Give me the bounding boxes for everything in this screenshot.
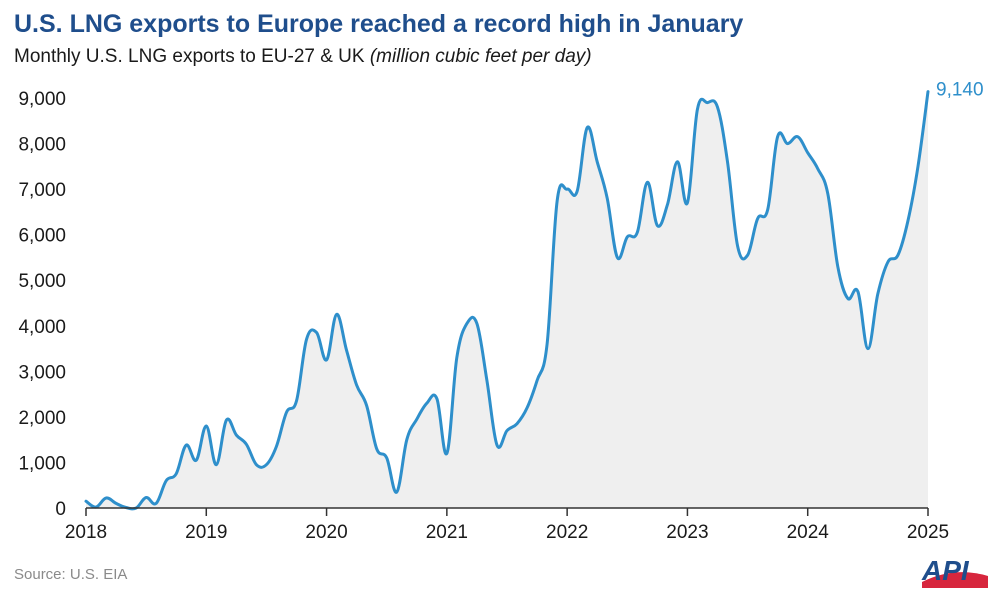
- y-axis: 0 1,000 2,000 3,000 4,000 5,000 6,000 7,000 8,00…: [18, 89, 66, 520]
- x-tick-label: 2021: [426, 522, 468, 543]
- x-axis: 2018 2019 2020 2021 2022 2023 2024 2025: [65, 507, 949, 543]
- series-line: [84, 90, 930, 511]
- y-tick-label: 8,000: [18, 135, 66, 156]
- source-note: Source: U.S. EIA: [14, 566, 128, 583]
- chart-subtitle: Monthly U.S. LNG exports to EU-27 & UK (…: [14, 46, 592, 68]
- y-tick-label: 3,000: [18, 362, 66, 383]
- subtitle-unit: (million cubic feet per day): [369, 46, 592, 67]
- y-tick-label: 7,000: [18, 180, 66, 201]
- subtitle-text: Monthly U.S. LNG exports to EU-27 & UK: [14, 46, 365, 67]
- last-value-label: 9,140: [936, 80, 984, 101]
- y-tick-label: 1,000: [18, 453, 66, 474]
- x-tick-label: 2020: [305, 522, 347, 543]
- annotation-layer: 9,140: [936, 80, 984, 101]
- y-tick-label: 6,000: [18, 226, 66, 247]
- x-tick-label: 2024: [787, 522, 830, 543]
- api-logo: API: [921, 555, 988, 588]
- x-tick-label: 2022: [546, 522, 588, 543]
- y-tick-label: 0: [55, 499, 66, 520]
- logo-text: API: [921, 555, 970, 586]
- x-tick-label: 2023: [666, 522, 708, 543]
- x-tick-label: 2019: [185, 522, 227, 543]
- x-tick-label: 2018: [65, 522, 107, 543]
- y-tick-label: 4,000: [18, 317, 66, 338]
- y-tick-label: 5,000: [18, 271, 66, 292]
- y-tick-label: 2,000: [18, 408, 66, 429]
- plot-area: [84, 90, 930, 511]
- x-tick-label: 2025: [907, 522, 949, 543]
- logo-swoosh: [922, 572, 988, 588]
- y-tick-label: 9,000: [18, 89, 66, 110]
- chart-title: U.S. LNG exports to Europe reached a rec…: [14, 10, 744, 38]
